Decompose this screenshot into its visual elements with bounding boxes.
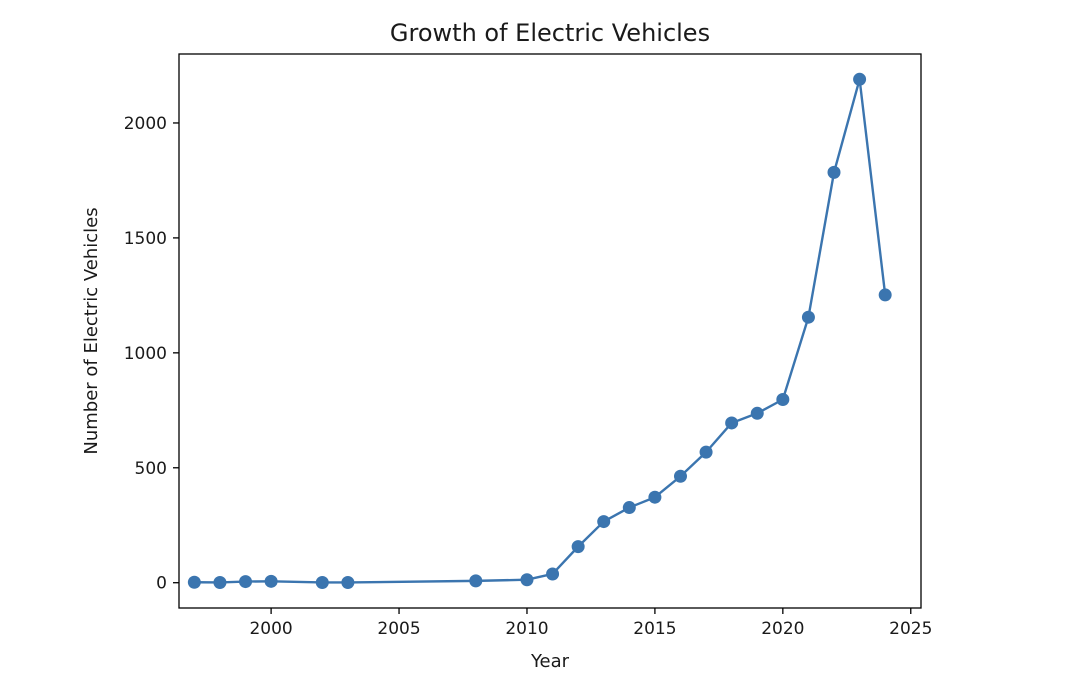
y-tick-label: 1500	[124, 229, 167, 249]
series-line	[194, 78, 887, 584]
plot-area	[187, 72, 892, 589]
data-point	[520, 573, 534, 587]
data-point	[571, 540, 585, 554]
data-point	[341, 575, 355, 589]
data-point	[315, 575, 329, 589]
data-point	[725, 416, 739, 430]
data-point	[648, 490, 662, 504]
data-point	[699, 445, 713, 459]
x-axis: 2000 2005 2010 2015 2020 2025	[249, 608, 932, 639]
data-point	[239, 575, 253, 589]
axes: 2000 2005 2010 2015 2020 2025 0 500 1000 1500 200…	[124, 53, 932, 639]
axes-frame	[178, 53, 922, 609]
data-point	[622, 501, 636, 515]
y-axis-label: Number of Electric Vehicles	[81, 207, 102, 454]
series-markers	[187, 72, 892, 589]
data-point	[187, 575, 201, 589]
data-point	[827, 165, 841, 179]
x-axis-label: Year	[530, 651, 570, 672]
y-tick-label: 0	[156, 574, 167, 594]
x-tick-label: 2025	[889, 619, 932, 639]
data-point	[469, 574, 483, 588]
data-point	[878, 288, 892, 302]
data-point	[673, 469, 687, 483]
y-tick-label: 1000	[124, 344, 167, 364]
data-point	[264, 574, 278, 588]
data-point	[213, 575, 227, 589]
y-tick-label: 2000	[124, 114, 167, 134]
x-tick-label: 2015	[633, 619, 676, 639]
y-tick-label: 500	[135, 459, 167, 479]
data-point	[750, 406, 764, 420]
x-tick-label: 2010	[505, 619, 548, 639]
x-tick-label: 2005	[377, 619, 420, 639]
data-point	[776, 393, 790, 407]
data-point	[853, 72, 867, 86]
data-point	[546, 567, 560, 581]
y-axis: 0 500 1000 1500 2000	[124, 114, 179, 594]
x-tick-label: 2020	[761, 619, 804, 639]
data-point	[801, 310, 815, 324]
data-point	[597, 515, 611, 529]
chart-title: Growth of Electric Vehicles	[390, 19, 710, 47]
x-tick-label: 2000	[249, 619, 292, 639]
